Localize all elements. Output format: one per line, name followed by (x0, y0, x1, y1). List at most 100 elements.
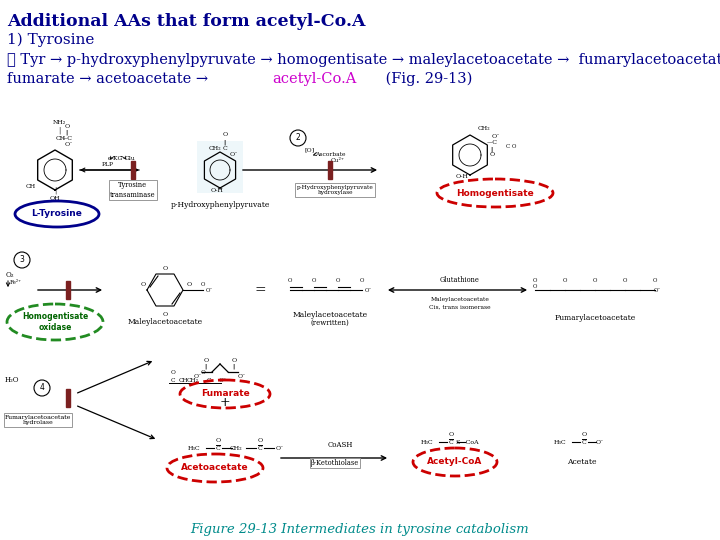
Text: ‖: ‖ (204, 363, 207, 369)
Text: p-Hydroxyphenylpyruvate
hydroxylase: p-Hydroxyphenylpyruvate hydroxylase (297, 185, 374, 195)
Text: L-Tyrosine: L-Tyrosine (32, 210, 82, 219)
Text: C: C (449, 440, 454, 444)
Text: 2: 2 (296, 133, 300, 143)
Text: C: C (222, 145, 228, 151)
Text: O: O (222, 132, 228, 138)
Text: Fe²⁺: Fe²⁺ (10, 280, 22, 286)
Text: =: = (254, 283, 266, 297)
Text: O⁻: O⁻ (596, 440, 604, 444)
Text: O: O (582, 431, 587, 436)
Text: 1) Tyrosine: 1) Tyrosine (7, 33, 94, 48)
Text: —C: —C (487, 140, 498, 145)
Text: O: O (204, 357, 209, 362)
Text: H₃C: H₃C (420, 440, 433, 444)
Text: O: O (653, 279, 657, 284)
Text: Homogentisate
oxidase: Homogentisate oxidase (22, 312, 88, 332)
Text: β-Ketothiolase: β-Ketothiolase (311, 459, 359, 467)
Text: O: O (186, 281, 192, 287)
Text: CH: CH (178, 377, 188, 382)
Text: Fumarylacetoacetate: Fumarylacetoacetate (554, 314, 636, 322)
Text: O: O (163, 266, 168, 271)
Text: ‖: ‖ (66, 129, 68, 135)
Text: O: O (623, 279, 627, 284)
Text: Homogentisate: Homogentisate (456, 188, 534, 198)
Text: O: O (64, 124, 70, 129)
Text: Acetate: Acetate (567, 458, 597, 466)
Text: —C: —C (61, 136, 73, 140)
Text: O⁻: O⁻ (194, 374, 202, 379)
Text: ‖: ‖ (490, 146, 493, 152)
Text: O: O (231, 357, 237, 362)
Text: O: O (171, 370, 176, 375)
Text: CH₂: CH₂ (477, 126, 490, 132)
Text: NH₂: NH₂ (53, 119, 66, 125)
Bar (328, 161, 332, 179)
Text: Fumarylacetoacetate
hydrolase: Fumarylacetoacetate hydrolase (5, 415, 71, 426)
Text: CH₂: CH₂ (209, 145, 221, 151)
Text: (Fig. 29-13): (Fig. 29-13) (382, 72, 473, 86)
Text: α-KG: α-KG (107, 156, 122, 160)
Text: +: + (220, 395, 230, 408)
Text: O-H: O-H (210, 187, 223, 192)
Text: Tyrosine
transaminase: Tyrosine transaminase (110, 181, 156, 199)
Text: Additional AAs that form acetyl-Co.A: Additional AAs that form acetyl-Co.A (7, 13, 366, 30)
Text: O: O (336, 278, 340, 282)
Text: O: O (215, 437, 220, 442)
Text: CH₂: CH₂ (230, 446, 243, 450)
Text: Glutathione: Glutathione (440, 276, 480, 284)
Text: H₂O: H₂O (5, 376, 19, 384)
Bar (131, 161, 135, 179)
Text: O: O (312, 278, 316, 282)
Text: C: C (215, 446, 220, 450)
Text: O: O (449, 431, 454, 436)
Text: Ascorbate: Ascorbate (315, 152, 346, 158)
Text: H₃C: H₃C (188, 446, 200, 450)
Text: (rewritten): (rewritten) (310, 319, 349, 327)
Text: Maleylacetoacetate: Maleylacetoacetate (292, 311, 368, 319)
Text: C: C (171, 377, 175, 382)
Text: O⁻: O⁻ (65, 141, 73, 146)
Text: Acetyl-CoA: Acetyl-CoA (427, 457, 482, 467)
Text: O⁻: O⁻ (238, 374, 246, 379)
Text: Cis, trans isomerase: Cis, trans isomerase (429, 305, 491, 309)
Text: O⁻: O⁻ (230, 152, 238, 157)
Text: O: O (563, 279, 567, 284)
Text: O: O (533, 279, 537, 284)
Text: [O]: [O] (305, 147, 315, 152)
Text: PLP: PLP (102, 163, 114, 167)
Text: Figure 29-13 Intermediates in tyrosine catabolism: Figure 29-13 Intermediates in tyrosine c… (191, 523, 529, 537)
Text: C: C (506, 145, 510, 150)
Text: Fumarate: Fumarate (201, 389, 249, 399)
Text: O: O (201, 370, 205, 375)
Text: acetyl-Co.A: acetyl-Co.A (272, 72, 357, 86)
Text: Maleylacetoacetate: Maleylacetoacetate (431, 298, 490, 302)
Text: S—CoA: S—CoA (455, 440, 479, 444)
Bar (66, 281, 70, 299)
Text: 3: 3 (19, 255, 24, 265)
Text: H₃C: H₃C (554, 440, 567, 444)
Text: O⁻: O⁻ (492, 134, 500, 139)
Text: O: O (258, 437, 263, 442)
Text: O: O (140, 281, 145, 287)
Bar (66, 389, 70, 407)
Text: Cu²⁺: Cu²⁺ (331, 159, 345, 164)
Text: O: O (163, 312, 168, 316)
Text: O: O (512, 145, 516, 150)
Text: ① Tyr → p-hydroxyphenylpyruvate → homogentisate → maleylacetoacetate →  fumaryla: ① Tyr → p-hydroxyphenylpyruvate → homoge… (7, 53, 720, 67)
Text: ‖: ‖ (224, 139, 226, 145)
Text: ‖: ‖ (233, 363, 235, 369)
Text: |: | (54, 187, 56, 195)
Text: C: C (258, 446, 262, 450)
Text: O: O (593, 279, 597, 284)
Text: O⁻: O⁻ (653, 287, 661, 293)
Text: fumarate → acetoacetate →: fumarate → acetoacetate → (7, 72, 212, 86)
Text: O⁻: O⁻ (219, 377, 227, 382)
Text: O: O (360, 278, 364, 282)
Text: Glu: Glu (125, 156, 135, 160)
Text: O-H: O-H (456, 174, 469, 179)
Text: O: O (533, 284, 537, 288)
Text: CH: CH (26, 184, 36, 188)
Text: 4: 4 (40, 383, 45, 393)
Text: C: C (207, 377, 211, 382)
Text: CoASH: CoASH (328, 441, 353, 449)
